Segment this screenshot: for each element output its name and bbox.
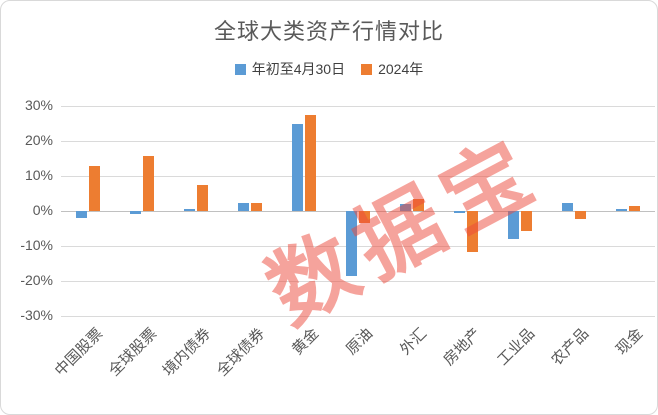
gridline [61, 316, 655, 317]
legend-item-2024: 2024年 [361, 59, 423, 79]
bar-ytd [454, 211, 465, 214]
bar-ytd [400, 204, 411, 211]
bar-ytd [184, 209, 195, 211]
bar-2024 [251, 202, 262, 211]
bar-ytd [562, 202, 573, 211]
legend-item-ytd: 年初至4月30日 [234, 59, 346, 79]
gridline [61, 141, 655, 142]
gridline [61, 281, 655, 282]
legend-swatch-blue-icon [234, 63, 246, 75]
y-axis-tick-label: 30% [24, 97, 53, 113]
bar-2024 [575, 211, 586, 220]
bar-2024 [89, 166, 100, 211]
bar-ytd [292, 123, 303, 211]
y-axis-tick-label: -30% [20, 307, 53, 323]
bar-2024 [413, 199, 424, 211]
legend: 年初至4月30日 2024年 [1, 59, 657, 79]
gridline [61, 176, 655, 177]
bar-2024 [467, 211, 478, 253]
bar-ytd [346, 211, 357, 277]
y-axis-tick-label: 20% [24, 132, 53, 148]
bar-2024 [143, 155, 154, 211]
bar-2024 [629, 206, 640, 211]
y-axis-tick-label: 0% [32, 202, 53, 218]
gridline [61, 106, 655, 107]
plot-area [61, 106, 655, 317]
bar-2024 [359, 211, 370, 223]
y-axis-tick-label: -10% [20, 237, 53, 253]
bar-ytd [616, 209, 627, 211]
bar-2024 [521, 211, 532, 232]
legend-swatch-orange-icon [361, 63, 373, 75]
bar-ytd [76, 211, 87, 219]
chart-title: 全球大类资产行情对比 [213, 19, 444, 44]
gridline [61, 246, 655, 247]
legend-label-2024: 2024年 [378, 61, 424, 77]
bar-2024 [305, 114, 316, 211]
legend-label-ytd: 年初至4月30日 [251, 61, 346, 77]
y-axis-tick-label: 10% [24, 167, 53, 183]
bar-ytd [508, 211, 519, 240]
bar-ytd [130, 211, 141, 215]
bar-ytd [238, 202, 249, 211]
bar-2024 [197, 185, 208, 211]
y-axis-tick-label: -20% [20, 272, 53, 288]
zero-gridline [61, 211, 655, 212]
